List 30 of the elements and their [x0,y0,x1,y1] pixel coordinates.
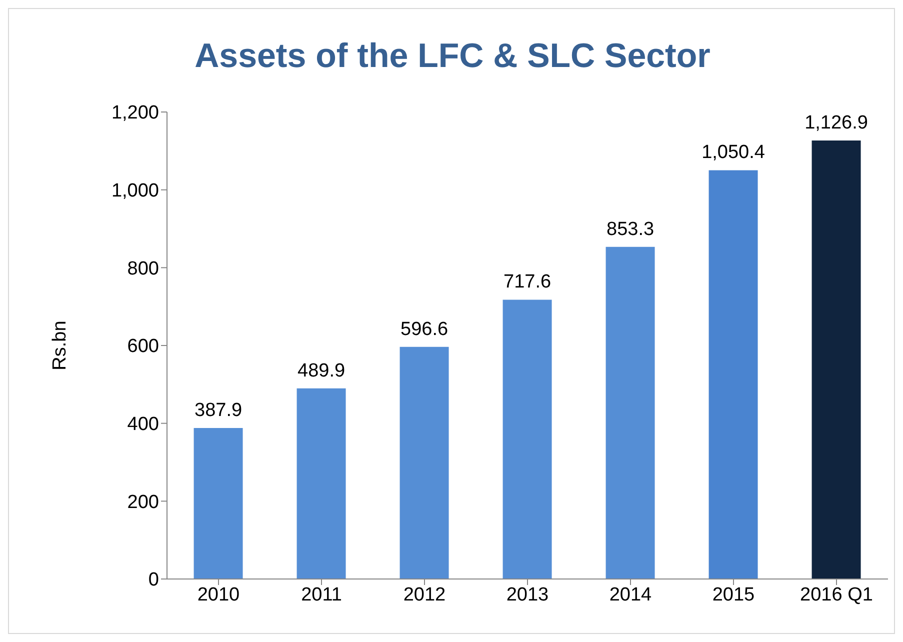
y-tick-label: 1,200 [111,102,159,124]
y-tick-label: 0 [148,570,159,591]
x-tick-label: 2016 Q1 [800,584,873,606]
bar [502,300,552,579]
data-label: 1,050.4 [702,142,766,164]
bar [812,140,861,579]
y-tick-label: 600 [127,336,159,358]
bar [606,246,655,579]
data-label: 717.6 [504,272,552,293]
bar [400,346,449,579]
x-tick-label: 2012 [403,584,446,606]
data-label: 489.9 [298,360,346,382]
data-label: 596.6 [400,318,448,340]
x-tick-label: 2011 [301,584,342,606]
x-tick-label: 2014 [609,584,652,606]
x-tick-label: 2013 [506,584,549,606]
y-tick-label: 400 [127,414,159,436]
bar [194,428,243,579]
chart-title: Assets of the LFC & SLC Sector [194,37,712,76]
y-tick-label: 200 [127,492,159,513]
bar [296,388,346,579]
bar [708,170,758,579]
data-label: 853.3 [606,218,654,240]
y-axis-title: Rs.bn [50,320,71,370]
data-label: 1,126.9 [804,112,868,134]
y-tick-label: 1,000 [111,180,159,202]
y-tick-label: 800 [127,258,159,280]
x-tick-label: 2010 [197,584,240,606]
x-tick-label: 2015 [712,584,755,606]
data-label: 387.9 [194,400,242,422]
